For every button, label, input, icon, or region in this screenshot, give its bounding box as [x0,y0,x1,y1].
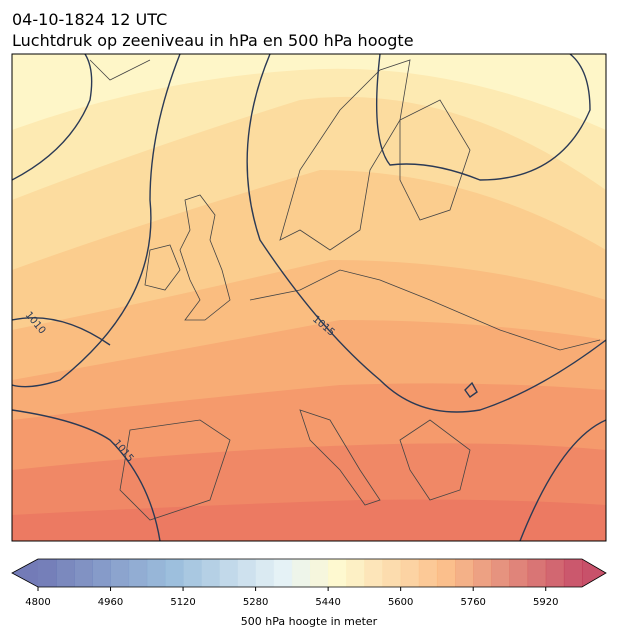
colorbar-cell [291,559,311,587]
colorbar-cell [255,559,275,587]
colorbar-cell [346,559,365,587]
colorbar-cell [92,559,112,587]
colorbar-cell [237,559,257,587]
colorbar-cell [418,559,438,587]
colorbar-cell [219,559,238,587]
colorbar-cell [473,559,492,587]
map: 1010 1015 1015 [12,54,606,541]
colorbar-cell [364,559,384,587]
colorbar-cell [110,559,130,587]
colorbar-cell [56,559,75,587]
colorbar-cell [527,559,547,587]
colorbar-cell [146,559,166,587]
colorbar-extend-high [582,559,606,587]
colorbar-cell [545,559,565,587]
colorbar-extend-low [12,559,38,587]
colorbar-cell [563,559,583,587]
colorbar-cell [400,559,420,587]
colorbar-tick-label: 5760 [460,597,485,608]
colorbar-tick-label: 5440 [315,597,340,608]
colorbar-tick-label: 4960 [98,597,123,608]
colorbar-cell [382,559,402,587]
colorbar-cell [436,559,456,587]
colorbar-tick-label: 4800 [25,597,50,608]
colorbar-cell [74,559,93,587]
map-frame [11,53,607,542]
title: 04-10-1824 12 UTC [12,10,167,29]
colorbar-tick-label: 5120 [170,597,195,608]
colorbar-cell [164,559,184,587]
colorbar: 4800 4960 5120 5280 5440 5600 5760 5920 [11,558,607,608]
colorbar-cell [273,559,293,587]
colorbar-tick-label: 5280 [243,597,268,608]
colorbar-cell [201,559,220,587]
colorbar-cell [310,559,329,587]
colorbar-cell [455,559,474,587]
colorbar-cell [491,559,510,587]
colorbar-cell [509,559,529,587]
colorbar-cell [183,559,202,587]
colorbar-cell [128,559,148,587]
colorbar-cell [38,559,57,587]
colorbar-cell [328,559,347,587]
colorbar-tick-label: 5920 [533,597,558,608]
subtitle: Luchtdruk op zeeniveau in hPa en 500 hPa… [12,31,414,50]
colorbar-frame [11,558,607,588]
colorbar-tick-label: 5600 [388,597,413,608]
colorbar-label: 500 hPa hoogte in meter [241,615,378,628]
